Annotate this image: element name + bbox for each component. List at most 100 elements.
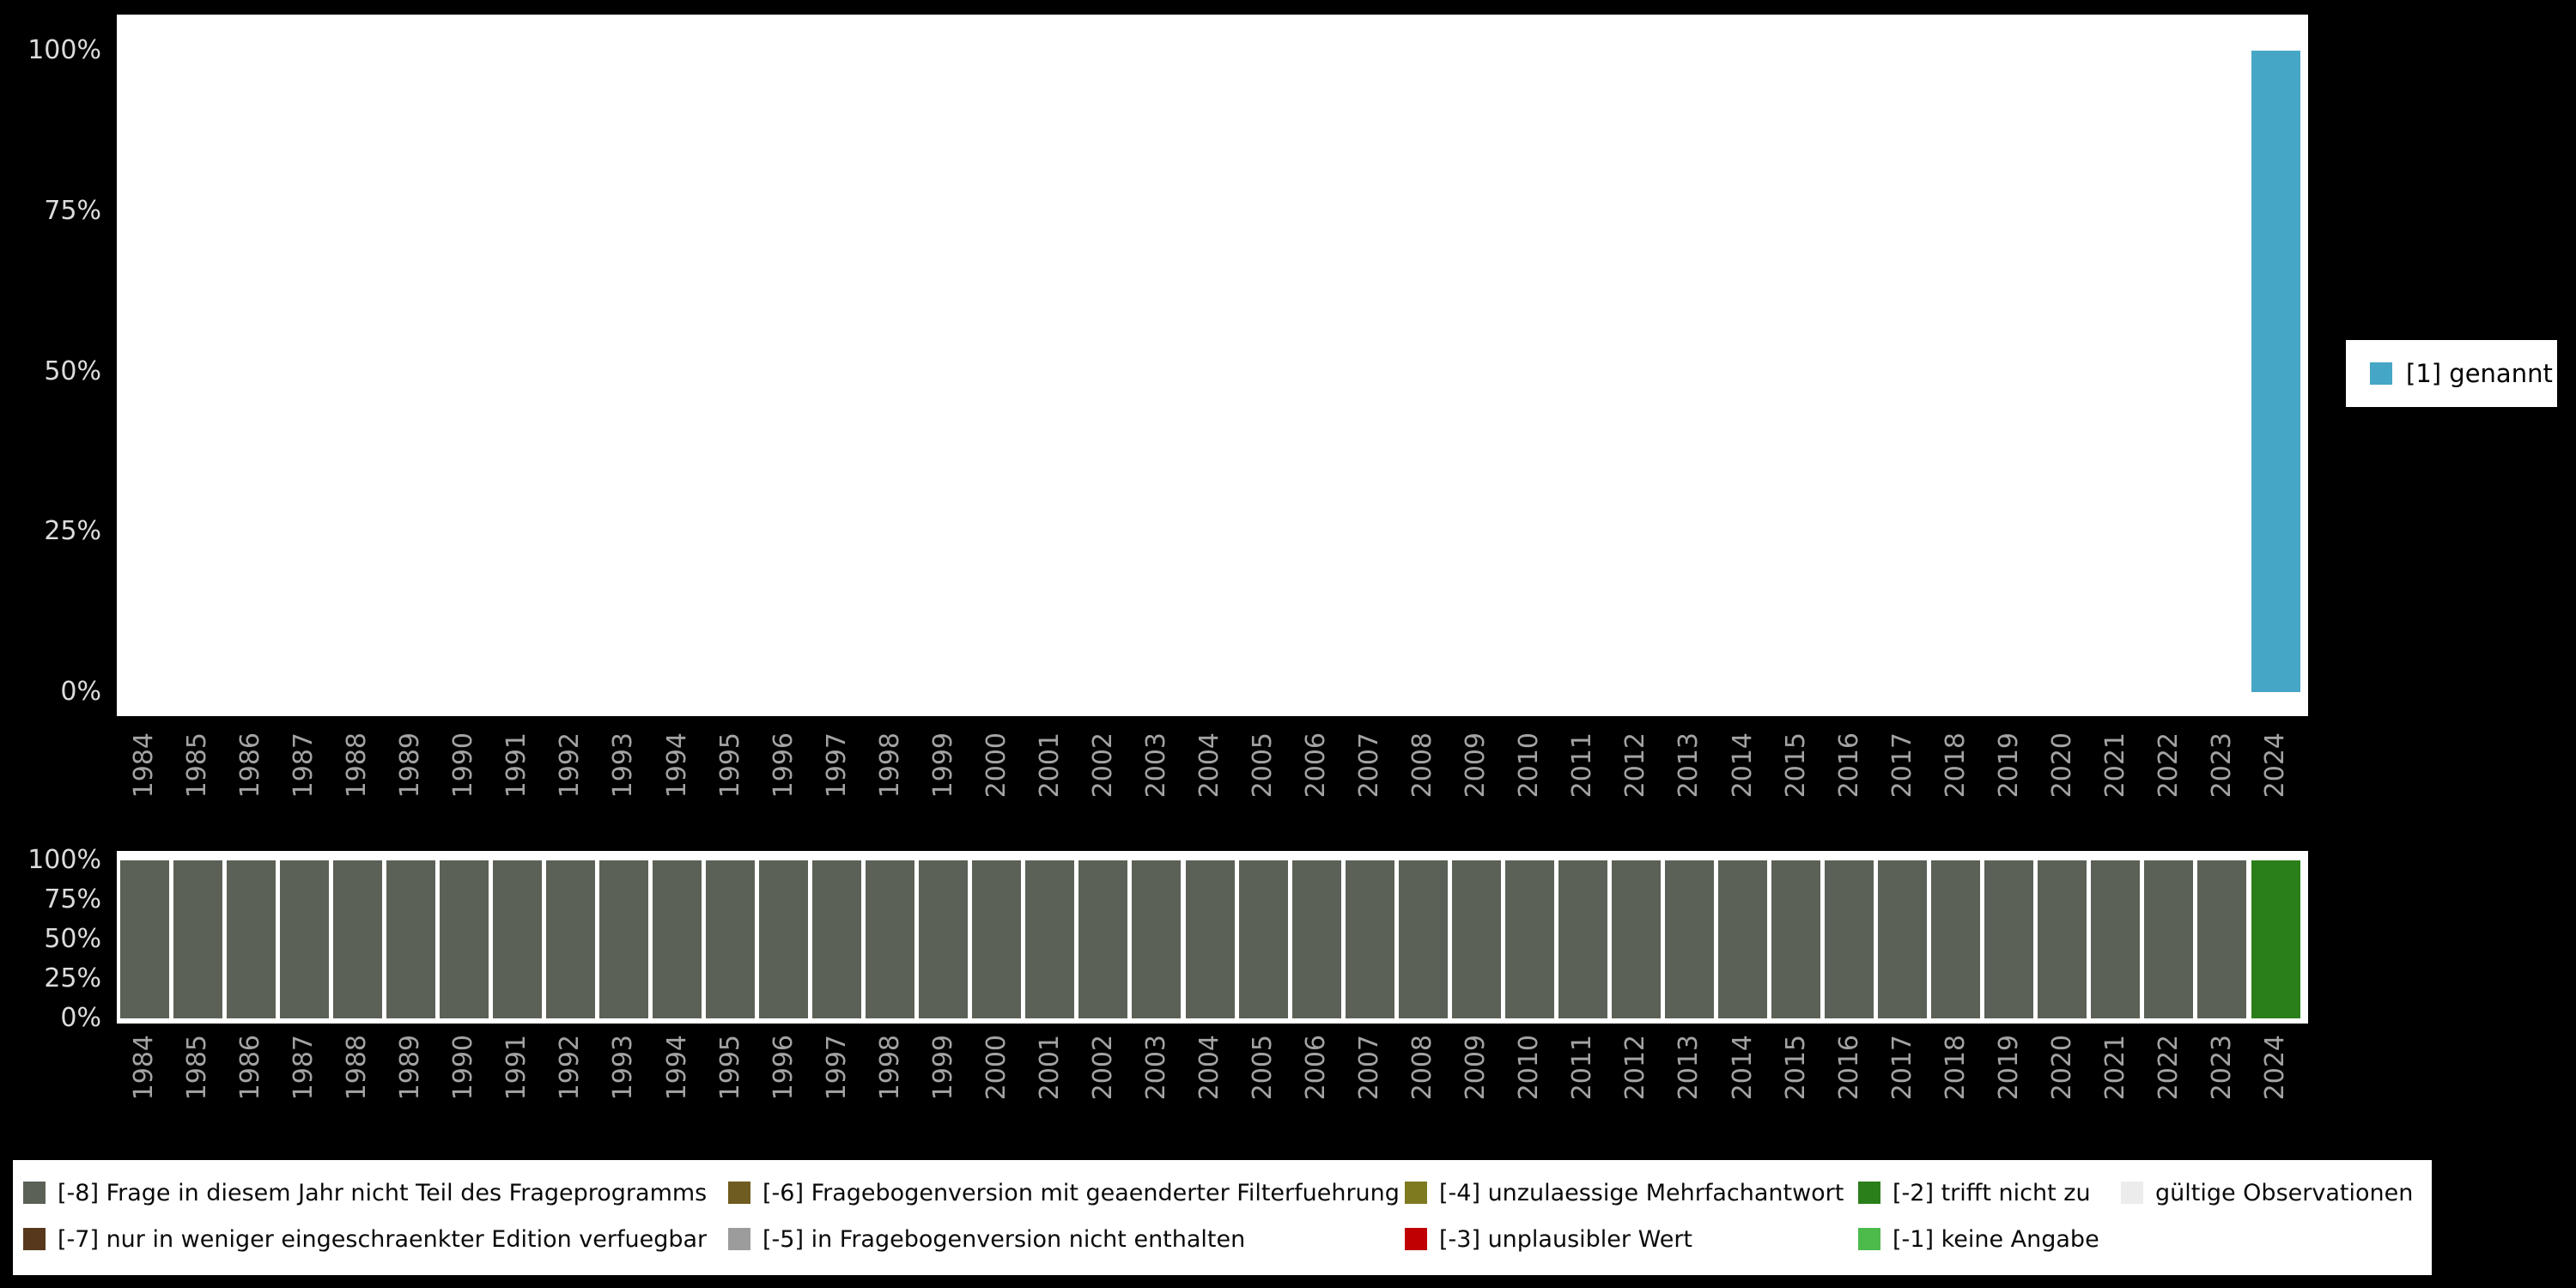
legend-label: [-3] unplausibler Wert <box>1439 1225 1693 1253</box>
legend-swatch <box>728 1182 750 1204</box>
x-axis-year-label: 2012 <box>1620 1035 1651 1101</box>
x-axis-year-label: 2022 <box>2153 732 2184 799</box>
x-axis-year-label: 1998 <box>874 1035 905 1101</box>
x-axis-year-label: 1998 <box>874 732 905 799</box>
x-axis-year-label: 1985 <box>182 1035 213 1101</box>
x-axis-year-label: 2008 <box>1407 732 1438 799</box>
bar-2017 <box>1878 860 1928 1018</box>
legend-swatch <box>1858 1182 1880 1204</box>
x-axis-year-label: 1988 <box>342 732 373 799</box>
bar-2012 <box>1611 860 1661 1018</box>
x-axis-year-label: 1991 <box>501 1035 532 1101</box>
x-axis-year-label: 2008 <box>1407 1035 1438 1101</box>
x-axis-year-label: 1990 <box>448 1035 479 1101</box>
legend-item: [-7] nur in weniger eingeschraenkter Edi… <box>23 1224 707 1254</box>
y-axis-tick: 0% <box>60 1003 101 1033</box>
x-axis-year-label: 2022 <box>2153 1035 2184 1101</box>
x-axis-year-label: 1994 <box>661 732 692 799</box>
x-axis-year-label: 1986 <box>235 1035 266 1101</box>
bar-1992 <box>545 860 595 1018</box>
x-axis-year-label: 2016 <box>1833 1035 1864 1101</box>
x-axis-year-label: 2007 <box>1354 1035 1385 1101</box>
x-axis-year-label: 2009 <box>1461 1035 1492 1101</box>
valid-chart-legend: [1] genannt <box>2346 340 2557 407</box>
legend-label: [-2] trifft nicht zu <box>1893 1179 2091 1206</box>
legend-item: [-2] trifft nicht zu <box>1858 1178 2091 1207</box>
y-axis-tick: 50% <box>44 924 101 954</box>
x-axis-year-label: 2010 <box>1514 732 1545 799</box>
x-axis-year-label: 2010 <box>1514 1035 1545 1101</box>
missing-codes-legend-strip <box>13 1160 2432 1275</box>
legend-swatch <box>1405 1182 1427 1204</box>
y-axis-tick: 75% <box>44 195 101 226</box>
legend-label: [-8] Frage in diesem Jahr nicht Teil des… <box>58 1179 708 1206</box>
x-axis-year-label: 2006 <box>1301 1035 1332 1101</box>
legend-item: [-5] in Fragebogenversion nicht enthalte… <box>728 1224 1245 1254</box>
y-axis-tick: 25% <box>44 516 101 547</box>
legend-label: [-6] Fragebogenversion mit geaenderter F… <box>762 1179 1400 1206</box>
x-axis-year-label: 2011 <box>1567 1035 1598 1101</box>
bar-2023 <box>2197 860 2247 1018</box>
bar-2001 <box>1025 860 1075 1018</box>
bar-2010 <box>1504 860 1554 1018</box>
bar-2016 <box>1825 860 1874 1018</box>
x-axis-year-label: 2020 <box>2046 732 2077 799</box>
x-axis-year-label: 2002 <box>1087 1035 1118 1101</box>
y-axis-tick: 50% <box>44 355 101 386</box>
x-axis-year-label: 1992 <box>555 732 586 799</box>
x-axis-year-label: 2020 <box>2046 1035 2077 1101</box>
bar-2002 <box>1078 860 1128 1018</box>
legend-label: gültige Observationen <box>2155 1179 2414 1206</box>
bar-1995 <box>706 860 756 1018</box>
bar-2013 <box>1664 860 1714 1018</box>
x-axis-year-label: 2024 <box>2260 732 2290 799</box>
x-axis-year-label: 1993 <box>608 732 639 799</box>
y-axis-tick: 100% <box>27 35 101 65</box>
x-axis-year-label: 2001 <box>1034 1035 1065 1101</box>
bar-2024 <box>2251 51 2300 692</box>
valid-answers-chart-panel <box>117 15 2308 716</box>
legend-swatch-genannt <box>2370 362 2392 385</box>
x-axis-year-label: 1993 <box>608 1035 639 1101</box>
x-axis-year-label: 1990 <box>448 732 479 799</box>
x-axis-year-label: 1987 <box>289 1035 319 1101</box>
x-axis-year-label: 1999 <box>927 732 958 799</box>
x-axis-year-label: 2003 <box>1140 1035 1171 1101</box>
bar-2014 <box>1718 860 1767 1018</box>
x-axis-year-label: 2017 <box>1886 1035 1917 1101</box>
x-axis-year-label: 1999 <box>927 1035 958 1101</box>
legend-label: [-4] unzulaessige Mehrfachantwort <box>1439 1179 1844 1206</box>
bar-2021 <box>2091 860 2141 1018</box>
bar-1984 <box>119 860 169 1018</box>
x-axis-year-label: 2011 <box>1567 732 1598 799</box>
bar-1994 <box>653 860 702 1018</box>
legend-label: [-1] keine Angabe <box>1893 1225 2099 1253</box>
y-axis-tick: 100% <box>27 845 101 875</box>
x-axis-year-label: 2018 <box>1940 1035 1971 1101</box>
legend-item: [-4] unzulaessige Mehrfachantwort <box>1405 1178 1844 1207</box>
x-axis-year-label: 2023 <box>2206 1035 2237 1101</box>
bar-2003 <box>1132 860 1182 1018</box>
bar-1986 <box>226 860 276 1018</box>
x-axis-year-label: 1997 <box>821 1035 852 1101</box>
bar-2011 <box>1558 860 1607 1018</box>
x-axis-year-label: 2007 <box>1354 732 1385 799</box>
x-axis-year-label: 1984 <box>129 1035 159 1101</box>
bar-1999 <box>919 860 969 1018</box>
bar-2024 <box>2251 860 2300 1018</box>
x-axis-year-label: 2004 <box>1194 732 1224 799</box>
x-axis-year-label: 1991 <box>501 732 532 799</box>
legend-swatch <box>1405 1228 1427 1250</box>
x-axis-year-label: 2014 <box>1727 732 1758 799</box>
bar-2018 <box>1931 860 1981 1018</box>
bar-2015 <box>1771 860 1821 1018</box>
bar-2006 <box>1291 860 1341 1018</box>
x-axis-year-label: 2017 <box>1886 732 1917 799</box>
bar-2007 <box>1345 860 1394 1018</box>
x-axis-year-label: 1984 <box>129 732 159 799</box>
bar-2005 <box>1238 860 1288 1018</box>
bar-1987 <box>279 860 329 1018</box>
x-axis-year-label: 1992 <box>555 1035 586 1101</box>
x-axis-year-label: 2014 <box>1727 1035 1758 1101</box>
